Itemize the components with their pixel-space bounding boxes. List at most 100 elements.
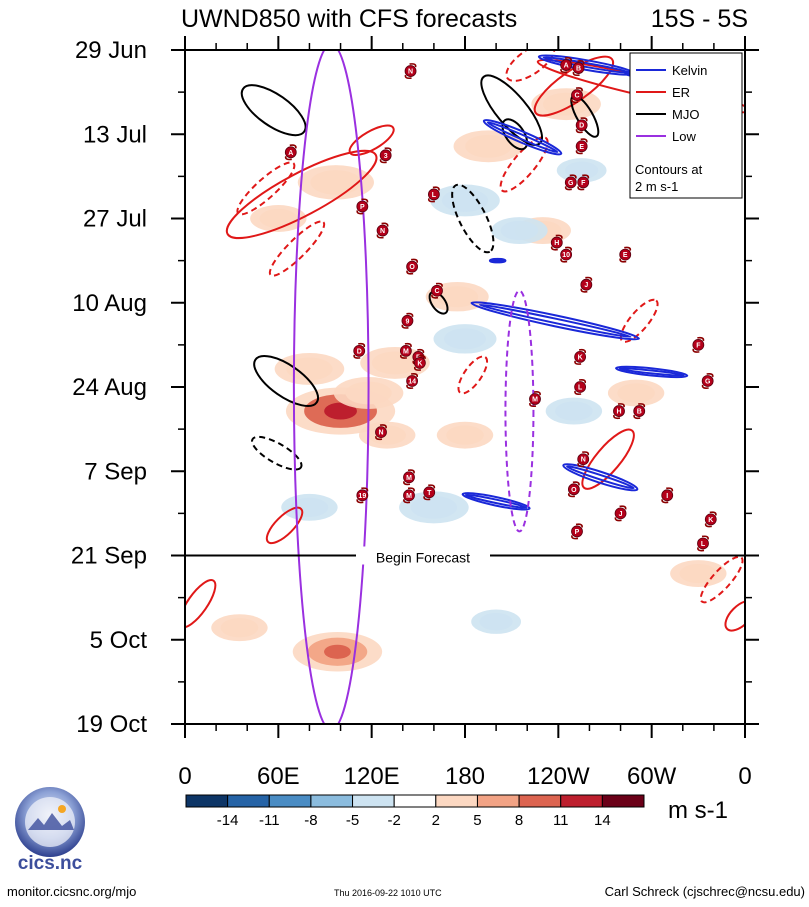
x-tick-label: 60W bbox=[627, 763, 677, 790]
storm-swirl-bottom bbox=[404, 74, 412, 80]
forecast-label: Begin Forecast bbox=[376, 550, 470, 566]
storm-symbol: T bbox=[423, 484, 436, 501]
storm-symbol: D bbox=[353, 342, 366, 359]
storm-swirl-top bbox=[418, 354, 426, 360]
storm-dot bbox=[406, 260, 419, 273]
storm-swirl-top bbox=[407, 487, 415, 492]
storm-dot bbox=[399, 344, 412, 357]
storm-label: K bbox=[578, 354, 583, 361]
storm-dot bbox=[571, 525, 583, 538]
anomaly-patch-core bbox=[565, 161, 599, 180]
storm-label: J bbox=[619, 511, 623, 518]
storm-swirl-top bbox=[406, 312, 414, 317]
colorbar-tick-label: -5 bbox=[346, 812, 359, 829]
legend-label-er: ER bbox=[672, 85, 690, 100]
anomaly-patch-core bbox=[446, 425, 484, 445]
storm-swirl-top bbox=[533, 391, 541, 396]
storm-symbols: NABCDEGFA3LPNH10EOJC9DMPKKF14LGMHBNNM19M… bbox=[284, 57, 717, 552]
er-contour bbox=[505, 50, 556, 82]
storm-swirl-bottom bbox=[619, 258, 627, 263]
storm-swirl-bottom bbox=[577, 463, 585, 468]
storm-symbol: 9 bbox=[401, 312, 414, 329]
x-tick-label: 120E bbox=[344, 763, 400, 790]
storm-swirl-bottom bbox=[560, 258, 568, 263]
storm-swirl-top bbox=[575, 523, 583, 528]
storm-dot bbox=[575, 119, 588, 132]
er-contour bbox=[499, 136, 549, 193]
storm-dot bbox=[353, 344, 366, 357]
storm-swirl-top bbox=[666, 487, 674, 492]
storm-dot bbox=[577, 176, 590, 189]
colorbar-tick-label: -8 bbox=[304, 812, 317, 829]
kelvin-contour-inner bbox=[618, 367, 685, 377]
storm-symbol: E bbox=[619, 246, 632, 263]
storm-label: N bbox=[378, 430, 383, 437]
footer-url[interactable]: monitor.cicsnc.org/mjo bbox=[7, 884, 137, 899]
storm-label: D bbox=[357, 348, 362, 355]
storm-swirl-top bbox=[617, 403, 625, 408]
storm-label: P bbox=[360, 204, 365, 211]
legend-label-mjo: MJO bbox=[672, 107, 699, 122]
storm-label: O bbox=[571, 487, 577, 494]
storm-label: D bbox=[579, 123, 584, 130]
storm-swirl-top bbox=[564, 246, 573, 251]
storm-swirl-bottom bbox=[567, 493, 576, 498]
x-tick-label: 180 bbox=[445, 763, 485, 790]
storm-dot bbox=[413, 357, 426, 369]
storm-swirl-top bbox=[569, 174, 577, 179]
y-tick-label: 24 Aug bbox=[72, 374, 147, 401]
storm-swirl-bottom bbox=[403, 481, 411, 486]
storm-dot bbox=[577, 453, 590, 466]
storm-swirl-top bbox=[381, 222, 389, 227]
legend-label-low: Low bbox=[672, 129, 696, 144]
storm-dot bbox=[692, 338, 705, 351]
colorbar-swatch bbox=[352, 794, 395, 808]
storm-dot bbox=[633, 405, 646, 417]
storm-dot bbox=[284, 146, 297, 159]
colorbar-tick-label: -14 bbox=[217, 812, 239, 829]
storm-swirl-top bbox=[564, 57, 573, 62]
storm-dot bbox=[619, 248, 632, 261]
storm-label: O bbox=[409, 264, 415, 271]
storm-swirl-bottom bbox=[431, 294, 439, 299]
storm-dot bbox=[404, 65, 417, 77]
storm-dot bbox=[580, 278, 593, 291]
anomaly-patch-core bbox=[310, 170, 362, 195]
colorbar-swatch bbox=[185, 794, 229, 808]
storm-dot bbox=[613, 405, 625, 417]
colorbar-tick-label: 14 bbox=[594, 812, 611, 829]
storm-symbol: J bbox=[614, 505, 627, 522]
anomaly-patch-core bbox=[259, 208, 298, 229]
colorbar-swatch bbox=[393, 794, 437, 808]
anomaly-patch-peak bbox=[324, 644, 351, 659]
y-tick-label: 29 Jun bbox=[75, 37, 147, 64]
storm-swirl-bottom bbox=[550, 246, 558, 251]
anomaly-patch-core bbox=[371, 351, 419, 375]
colorbar-swatch bbox=[310, 794, 354, 808]
storm-label: K bbox=[708, 517, 713, 524]
storm-swirl-top bbox=[404, 342, 412, 348]
storm-swirl-bottom bbox=[401, 324, 409, 329]
storm-swirl-bottom bbox=[564, 186, 572, 191]
storm-symbol: L bbox=[697, 535, 709, 552]
chart-title: UWND850 with CFS forecasts bbox=[181, 5, 517, 33]
storm-swirl-bottom bbox=[633, 414, 641, 420]
mjo-contour bbox=[240, 84, 307, 137]
storm-label: G bbox=[568, 180, 574, 187]
storm-symbol: O bbox=[567, 481, 580, 498]
low-contour bbox=[504, 289, 535, 533]
storm-label: L bbox=[578, 385, 583, 392]
storm-symbol: H bbox=[550, 234, 563, 251]
anomaly-patch-core bbox=[555, 401, 593, 421]
storm-dot bbox=[403, 489, 415, 502]
storm-swirl-top bbox=[384, 147, 392, 152]
y-tick-label: 21 Sep bbox=[71, 543, 147, 570]
storm-symbol: C bbox=[571, 87, 583, 104]
storm-symbol: L bbox=[427, 186, 440, 203]
storm-symbol: F bbox=[577, 174, 590, 191]
storm-dot bbox=[403, 471, 415, 484]
storm-swirl-bottom bbox=[704, 523, 712, 528]
storm-dot bbox=[572, 62, 585, 74]
storm-swirl-top bbox=[582, 174, 590, 179]
storm-swirl-top bbox=[575, 87, 583, 92]
